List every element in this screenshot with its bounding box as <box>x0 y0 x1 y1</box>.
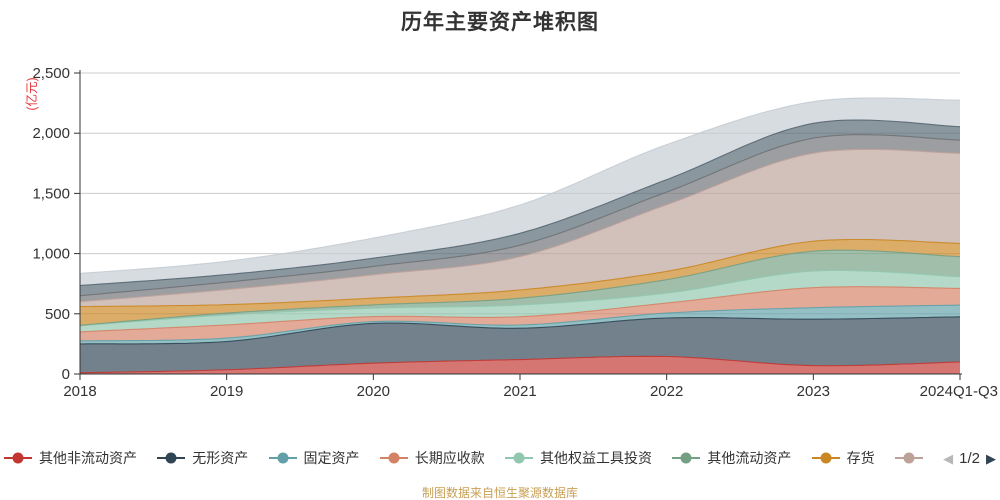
legend-item-长期应收款[interactable]: 长期应收款 <box>379 448 485 468</box>
y-tick-label: 0 <box>62 366 70 383</box>
area-line-1 <box>80 316 961 345</box>
legend-marker-icon <box>672 452 701 464</box>
y-tick-label: 2,000 <box>32 125 70 142</box>
area-band-5 <box>80 250 960 326</box>
area-bands <box>80 98 960 374</box>
legend-item-其他流动资产[interactable]: 其他流动资产 <box>672 448 791 468</box>
area-band-10 <box>80 98 960 286</box>
legend-item-固定资产[interactable]: 固定资产 <box>268 448 360 468</box>
area-line-10 <box>79 97 960 275</box>
area-line-4 <box>79 269 961 327</box>
y-tick-label: 1,000 <box>32 246 70 263</box>
y-tick-label: 1,500 <box>32 185 70 202</box>
chart-title: 历年主要资产堆积图 <box>401 11 599 34</box>
legend-page-indicator: 1/2 <box>959 449 980 467</box>
legend-marker-icon <box>379 452 408 464</box>
legend-label: 固定资产 <box>303 450 360 466</box>
area-line-6 <box>79 238 961 308</box>
legend-item-其他权益工具投资[interactable]: 其他权益工具投资 <box>505 448 652 468</box>
y-tick-label: 500 <box>45 306 70 323</box>
legend-item-无形资产[interactable]: 无形资产 <box>157 448 248 468</box>
legend-label: 其他权益工具投资 <box>540 450 653 466</box>
y-tick-label: 2,500 <box>32 65 70 82</box>
legend-label: 无形资产 <box>192 450 249 466</box>
stacked-area-chart[interactable]: 0 500 1,000 1,500 2,000 2,500 2018 2019 2020 2021… <box>0 0 1000 440</box>
x-tick-label: 2018 <box>63 383 96 400</box>
area-band-3 <box>80 286 960 341</box>
legend-prev-page-icon[interactable]: ◀ <box>943 450 954 466</box>
legend-label: 其他非流动资产 <box>39 450 137 466</box>
area-line-8 <box>79 134 961 297</box>
x-tick-label: 2021 <box>503 383 536 400</box>
legend-label: 其他流动资产 <box>707 450 792 466</box>
area-lines <box>79 97 961 374</box>
legend-label: 长期应收款 <box>414 450 485 466</box>
legend-label: 存货 <box>846 450 875 466</box>
legend-item-其他非流动资产[interactable]: 其他非流动资产 <box>4 448 137 468</box>
axes: 0 500 1,000 1,500 2,000 2,500 2018 2019 2020 2021… <box>24 65 998 400</box>
area-line-9 <box>79 119 961 287</box>
x-tick-label: 2024Q1-Q3 <box>920 383 998 400</box>
legend-next-page-icon[interactable]: ▶ <box>985 450 996 466</box>
area-band-6 <box>80 239 960 326</box>
x-tick-label: 2023 <box>797 383 830 400</box>
area-line-5 <box>79 249 961 326</box>
legend-pager: ◀ 1/2 ▶ <box>943 450 996 467</box>
legend-marker-icon <box>268 452 297 464</box>
area-band-2 <box>80 305 960 344</box>
area-band-0 <box>80 356 960 374</box>
legend-item-series-7[interactable] <box>894 452 923 464</box>
legend-marker-icon <box>894 452 923 464</box>
area-band-1 <box>80 316 960 373</box>
area-line-3 <box>79 286 960 333</box>
legend: 其他非流动资产 无形资产 固定资产 长期应收款 其他权益工具投资 其他流动资产 存货 ◀ 1/2… <box>0 445 1000 471</box>
area-line-2 <box>79 304 961 342</box>
area-band-7 <box>80 149 960 307</box>
y-axis-unit-label: (亿元) <box>24 77 39 110</box>
x-tick-label: 2022 <box>650 383 683 400</box>
x-tick-label: 2019 <box>210 383 243 400</box>
legend-marker-icon <box>505 452 534 464</box>
legend-marker-icon <box>157 452 186 464</box>
data-source-note: 制图数据来自恒生聚源数据库 <box>421 486 578 500</box>
legend-marker-icon <box>4 452 32 464</box>
legend-marker-icon <box>811 452 840 464</box>
x-tick-label: 2020 <box>357 383 390 400</box>
area-band-4 <box>80 270 960 332</box>
area-line-0 <box>79 355 961 374</box>
area-line-7 <box>79 148 961 303</box>
legend-item-存货[interactable]: 存货 <box>811 448 875 468</box>
